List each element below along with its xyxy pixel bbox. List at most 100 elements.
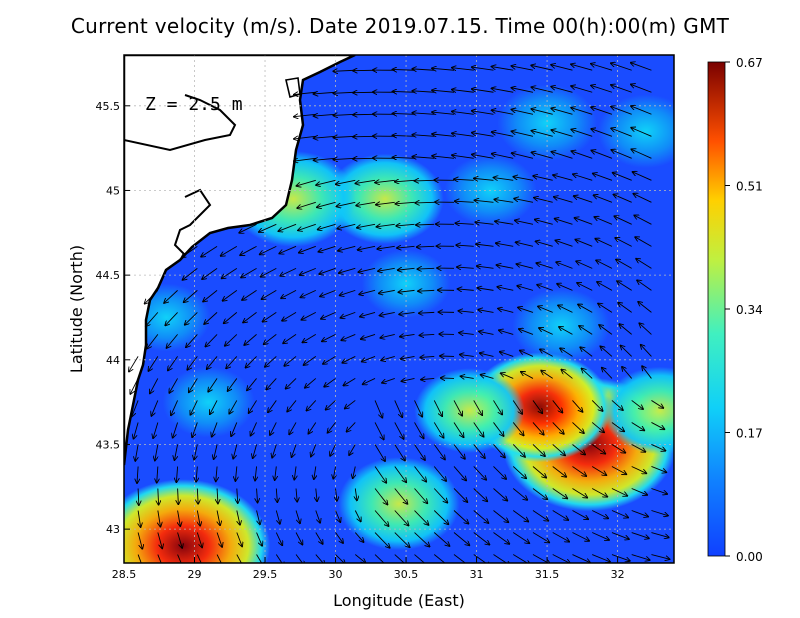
velocity-arrow [151, 400, 159, 415]
velocity-arrow [580, 347, 593, 357]
velocity-arrow [472, 67, 494, 71]
velocity-arrow [343, 378, 356, 385]
velocity-arrow [268, 400, 277, 412]
velocity-arrow [591, 488, 607, 496]
velocity-arrow [262, 289, 277, 299]
velocity-arrow [513, 177, 534, 181]
velocity-arrow [398, 290, 415, 292]
velocity-arrow [571, 151, 593, 159]
velocity-arrow [455, 223, 474, 224]
velocity-arrow [631, 444, 646, 451]
velocity-arrow [551, 130, 573, 137]
velocity-arrow [611, 554, 630, 561]
velocity-arrow [233, 444, 238, 458]
plot-frame [123, 54, 675, 564]
velocity-arrow [432, 90, 455, 92]
velocity-arrow [414, 422, 424, 438]
velocity-arrow [340, 289, 356, 295]
hotspot-4 [414, 368, 525, 453]
velocity-arrow [354, 532, 363, 543]
velocity-arrow [401, 356, 415, 358]
velocity-arrow [638, 302, 652, 313]
velocity-arrow [377, 224, 395, 227]
velocity-arrow [613, 173, 632, 181]
chart-title: Current velocity (m/s). Date 2019.07.15.… [70, 14, 730, 38]
velocity-arrow [417, 246, 435, 247]
velocity-arrow [349, 444, 356, 455]
hotspot-11 [361, 249, 451, 318]
velocity-arrow [130, 378, 139, 394]
velocity-arrow [512, 466, 526, 478]
velocity-arrow [256, 510, 260, 525]
velocity-arrow [208, 378, 218, 391]
velocity-arrow [150, 378, 159, 393]
velocity-arrow [224, 312, 238, 323]
velocity-arrow [316, 179, 336, 185]
velocity-arrow [379, 290, 395, 293]
velocity-arrow [559, 327, 573, 335]
velocity-arrow [452, 133, 474, 137]
velocity-arrow [631, 554, 650, 561]
velocity-arrow [147, 334, 159, 348]
velocity-arrow [552, 488, 568, 498]
velocity-arrow [432, 68, 455, 70]
velocity-arrow [302, 334, 317, 342]
velocity-arrow [481, 375, 494, 379]
velocity-arrow [501, 373, 514, 379]
velocity-arrow [433, 532, 449, 546]
velocity-arrow [494, 199, 514, 202]
velocity-arrow [256, 532, 263, 546]
velocity-arrow [298, 223, 316, 230]
velocity-arrow [216, 532, 222, 547]
velocity-arrow [342, 356, 356, 362]
velocity-arrow [394, 488, 408, 503]
velocity-arrow [591, 64, 613, 71]
velocity-arrow [361, 333, 376, 339]
velocity-arrow [455, 201, 474, 202]
velocity-arrow [416, 224, 435, 225]
velocity-arrow [412, 91, 435, 92]
x-tick-label: 28.5 [112, 568, 137, 581]
velocity-arrow [185, 312, 198, 324]
x-ticks: 28.5 29 29.5 30 30.5 31 31.5 32 [112, 557, 625, 581]
velocity-arrow [194, 444, 198, 459]
velocity-arrow [475, 222, 494, 224]
velocity-arrow [207, 356, 218, 369]
velocity-arrow [294, 114, 316, 116]
velocity-arrow [315, 510, 320, 523]
velocity-arrow [631, 488, 648, 494]
velocity-arrow [216, 466, 217, 481]
velocity-arrow [183, 268, 198, 279]
velocity-arrow [453, 400, 462, 415]
velocity-arrow [572, 444, 585, 454]
velocity-arrow [531, 65, 553, 71]
velocity-arrow [571, 129, 593, 137]
velocity-arrow [492, 132, 514, 137]
velocity-arrow [354, 554, 365, 563]
velocity-arrow [173, 422, 179, 437]
velocity-arrow [358, 245, 376, 250]
velocity-arrow [355, 179, 376, 183]
colorbar-tick-label: 0.51 [736, 180, 763, 194]
velocity-arrow [374, 488, 387, 504]
velocity-arrow [634, 215, 652, 225]
velocity-arrow [241, 267, 257, 277]
velocity-arrow [157, 466, 158, 482]
velocity-arrow [571, 64, 593, 71]
velocity-arrow [203, 290, 218, 301]
velocity-arrow [651, 400, 663, 408]
velocity-arrow [336, 179, 356, 184]
velocity-arrow [493, 554, 510, 563]
velocity-arrow [473, 510, 489, 523]
velocity-arrow [272, 444, 277, 457]
velocity-arrow [340, 311, 356, 317]
velocity-arrow [129, 356, 139, 371]
velocity-arrow [493, 488, 507, 500]
velocity-arrow [576, 261, 593, 269]
velocity-arrow [591, 107, 613, 115]
velocity-arrow [137, 466, 138, 483]
velocity-arrow [432, 112, 455, 114]
velocity-arrow [452, 155, 474, 159]
velocity-arrow [531, 109, 553, 115]
